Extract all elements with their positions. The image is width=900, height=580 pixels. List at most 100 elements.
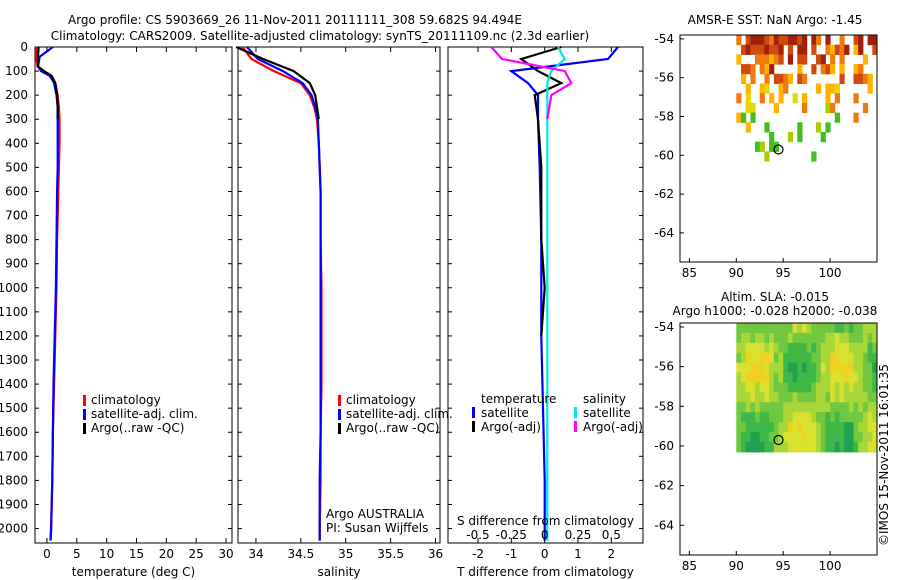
map-cell (867, 372, 873, 383)
map-cell (858, 412, 864, 423)
map-cell (834, 392, 840, 403)
map-cell (816, 122, 822, 133)
map-cell (811, 412, 817, 423)
map-cell (792, 93, 798, 104)
map-cell (830, 422, 836, 433)
map-cell (872, 342, 878, 354)
map-cell (769, 54, 775, 65)
y-tick-label: 2000 (0, 522, 28, 536)
map-cell (764, 432, 770, 443)
map-cell (834, 402, 840, 413)
map-cell (862, 54, 869, 65)
map-cell (816, 402, 822, 413)
map-cell (830, 64, 836, 75)
map-cell (802, 412, 808, 423)
sst-map-title: AMSR-E SST: NaN Argo: -1.45 (687, 13, 863, 27)
map-cell (853, 64, 859, 75)
map-cell (755, 323, 761, 334)
map-cell (839, 372, 845, 383)
series-line-temperature-satellite (508, 46, 619, 541)
map-cell (755, 352, 761, 364)
x-tick-label: 36 (428, 547, 443, 561)
map-cell (816, 392, 822, 403)
map-cell (830, 44, 836, 55)
map-cell (825, 382, 831, 393)
map-x-tick-label: 85 (682, 559, 697, 573)
map-cell (862, 352, 869, 364)
x-tick-label: 35 (338, 547, 353, 561)
map-cell (872, 392, 878, 403)
map-cell (778, 342, 784, 354)
map-cell (867, 432, 873, 443)
map-frame-altimetry-sla (679, 322, 878, 556)
salinity-diff-tick-label: -0.25 (496, 528, 527, 542)
map-cell (834, 422, 840, 433)
map-cell (750, 382, 756, 393)
map-cell (792, 442, 798, 453)
map-cell (773, 102, 779, 114)
map-cell (872, 382, 878, 393)
map-cell (853, 392, 859, 403)
map-cell (820, 362, 826, 374)
map-cell (862, 332, 869, 344)
map-cell (745, 422, 751, 433)
map-cell (867, 323, 873, 334)
argo-position-marker (773, 434, 784, 446)
salinity-legend-swatch (338, 395, 341, 406)
map-cell (755, 392, 761, 403)
map-cell (787, 352, 794, 364)
map-cell (858, 332, 864, 344)
salinity-diff-tick-label: 0 (541, 528, 549, 542)
map-cell (745, 362, 751, 374)
map-cell (820, 392, 826, 403)
map-cell (834, 432, 840, 443)
map-cell (853, 372, 859, 383)
map-cell (802, 342, 808, 354)
map-cell (862, 422, 869, 433)
map-cell (797, 402, 803, 413)
map-cell (872, 402, 878, 413)
map-cell (848, 342, 855, 354)
map-cell (830, 432, 836, 443)
map-cell (745, 402, 751, 413)
map-cell (745, 44, 751, 55)
map-cell (872, 442, 878, 453)
map-cell (802, 352, 808, 364)
map-cell (830, 323, 836, 334)
map-cell (741, 352, 747, 364)
map-cell (816, 372, 822, 383)
map-cell (797, 44, 803, 55)
map-cell (797, 35, 803, 46)
map-cell (820, 422, 826, 433)
map-cell (858, 352, 864, 364)
map-cell (741, 372, 747, 383)
map-cell (759, 141, 765, 152)
map-cell (759, 44, 765, 55)
series-line-satellite-adj-clim- (36, 46, 59, 541)
map-cell (783, 442, 789, 453)
map-cell (797, 342, 803, 354)
map-cell (759, 332, 765, 344)
map-cell (848, 332, 855, 344)
map-cell (806, 412, 812, 423)
map-cell (811, 402, 817, 413)
map-cell (862, 342, 869, 354)
map-cell (825, 64, 831, 75)
map-cell (802, 44, 808, 55)
map-cell (755, 44, 761, 55)
map-cell (853, 352, 859, 364)
map-x-tick-label: 100 (819, 559, 842, 573)
map-cell (839, 73, 845, 84)
map-cell (759, 352, 765, 364)
map-cell (783, 83, 789, 94)
map-cell (839, 402, 845, 413)
map-cell (872, 422, 878, 433)
map-cell (862, 392, 869, 403)
x-tick-label: -2 (472, 547, 484, 561)
legend-label: Argo(-adj) (583, 420, 643, 434)
map-cell (862, 442, 869, 453)
map-cell (773, 54, 779, 65)
map-cell (830, 352, 836, 364)
map-cell (802, 392, 808, 403)
